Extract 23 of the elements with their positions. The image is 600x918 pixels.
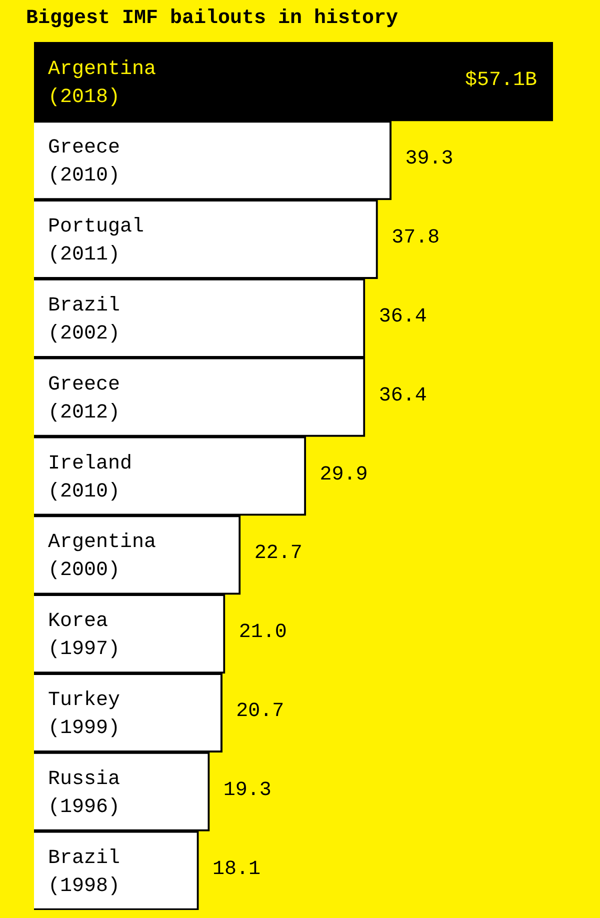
y-tick-label: Korea (1997) bbox=[48, 610, 120, 662]
y-tick-label: Greece (2010) bbox=[48, 136, 120, 188]
y-tick-label: Greece (2012) bbox=[48, 373, 120, 424]
data-label: 19.3 bbox=[223, 778, 272, 802]
y-tick-label: Argentina (2018) bbox=[48, 58, 156, 109]
chart-title: Biggest IMF bailouts in history bbox=[26, 7, 398, 30]
y-tick-label: Portugal (2011) bbox=[48, 216, 144, 267]
y-tick-label: Turkey (1999) bbox=[48, 689, 120, 740]
data-label: $57.1B bbox=[464, 68, 537, 92]
data-label: 36.4 bbox=[378, 384, 427, 408]
data-label: 18.1 bbox=[212, 858, 261, 881]
data-label: 36.4 bbox=[378, 305, 427, 328]
y-tick-label: Russia (1996) bbox=[48, 768, 120, 819]
data-label: 37.8 bbox=[392, 226, 440, 250]
y-tick-label: Brazil (1998) bbox=[48, 846, 120, 898]
data-label: 29.9 bbox=[320, 463, 368, 486]
y-tick-label: Brazil (2002) bbox=[48, 294, 120, 346]
y-tick-label: Argentina (2000) bbox=[48, 531, 156, 582]
y-tick-label: Ireland (2010) bbox=[48, 452, 132, 504]
data-label: 21.0 bbox=[238, 621, 287, 644]
data-label: 22.7 bbox=[254, 542, 302, 566]
data-label: 20.7 bbox=[236, 700, 284, 724]
data-label: 39.3 bbox=[405, 148, 454, 171]
